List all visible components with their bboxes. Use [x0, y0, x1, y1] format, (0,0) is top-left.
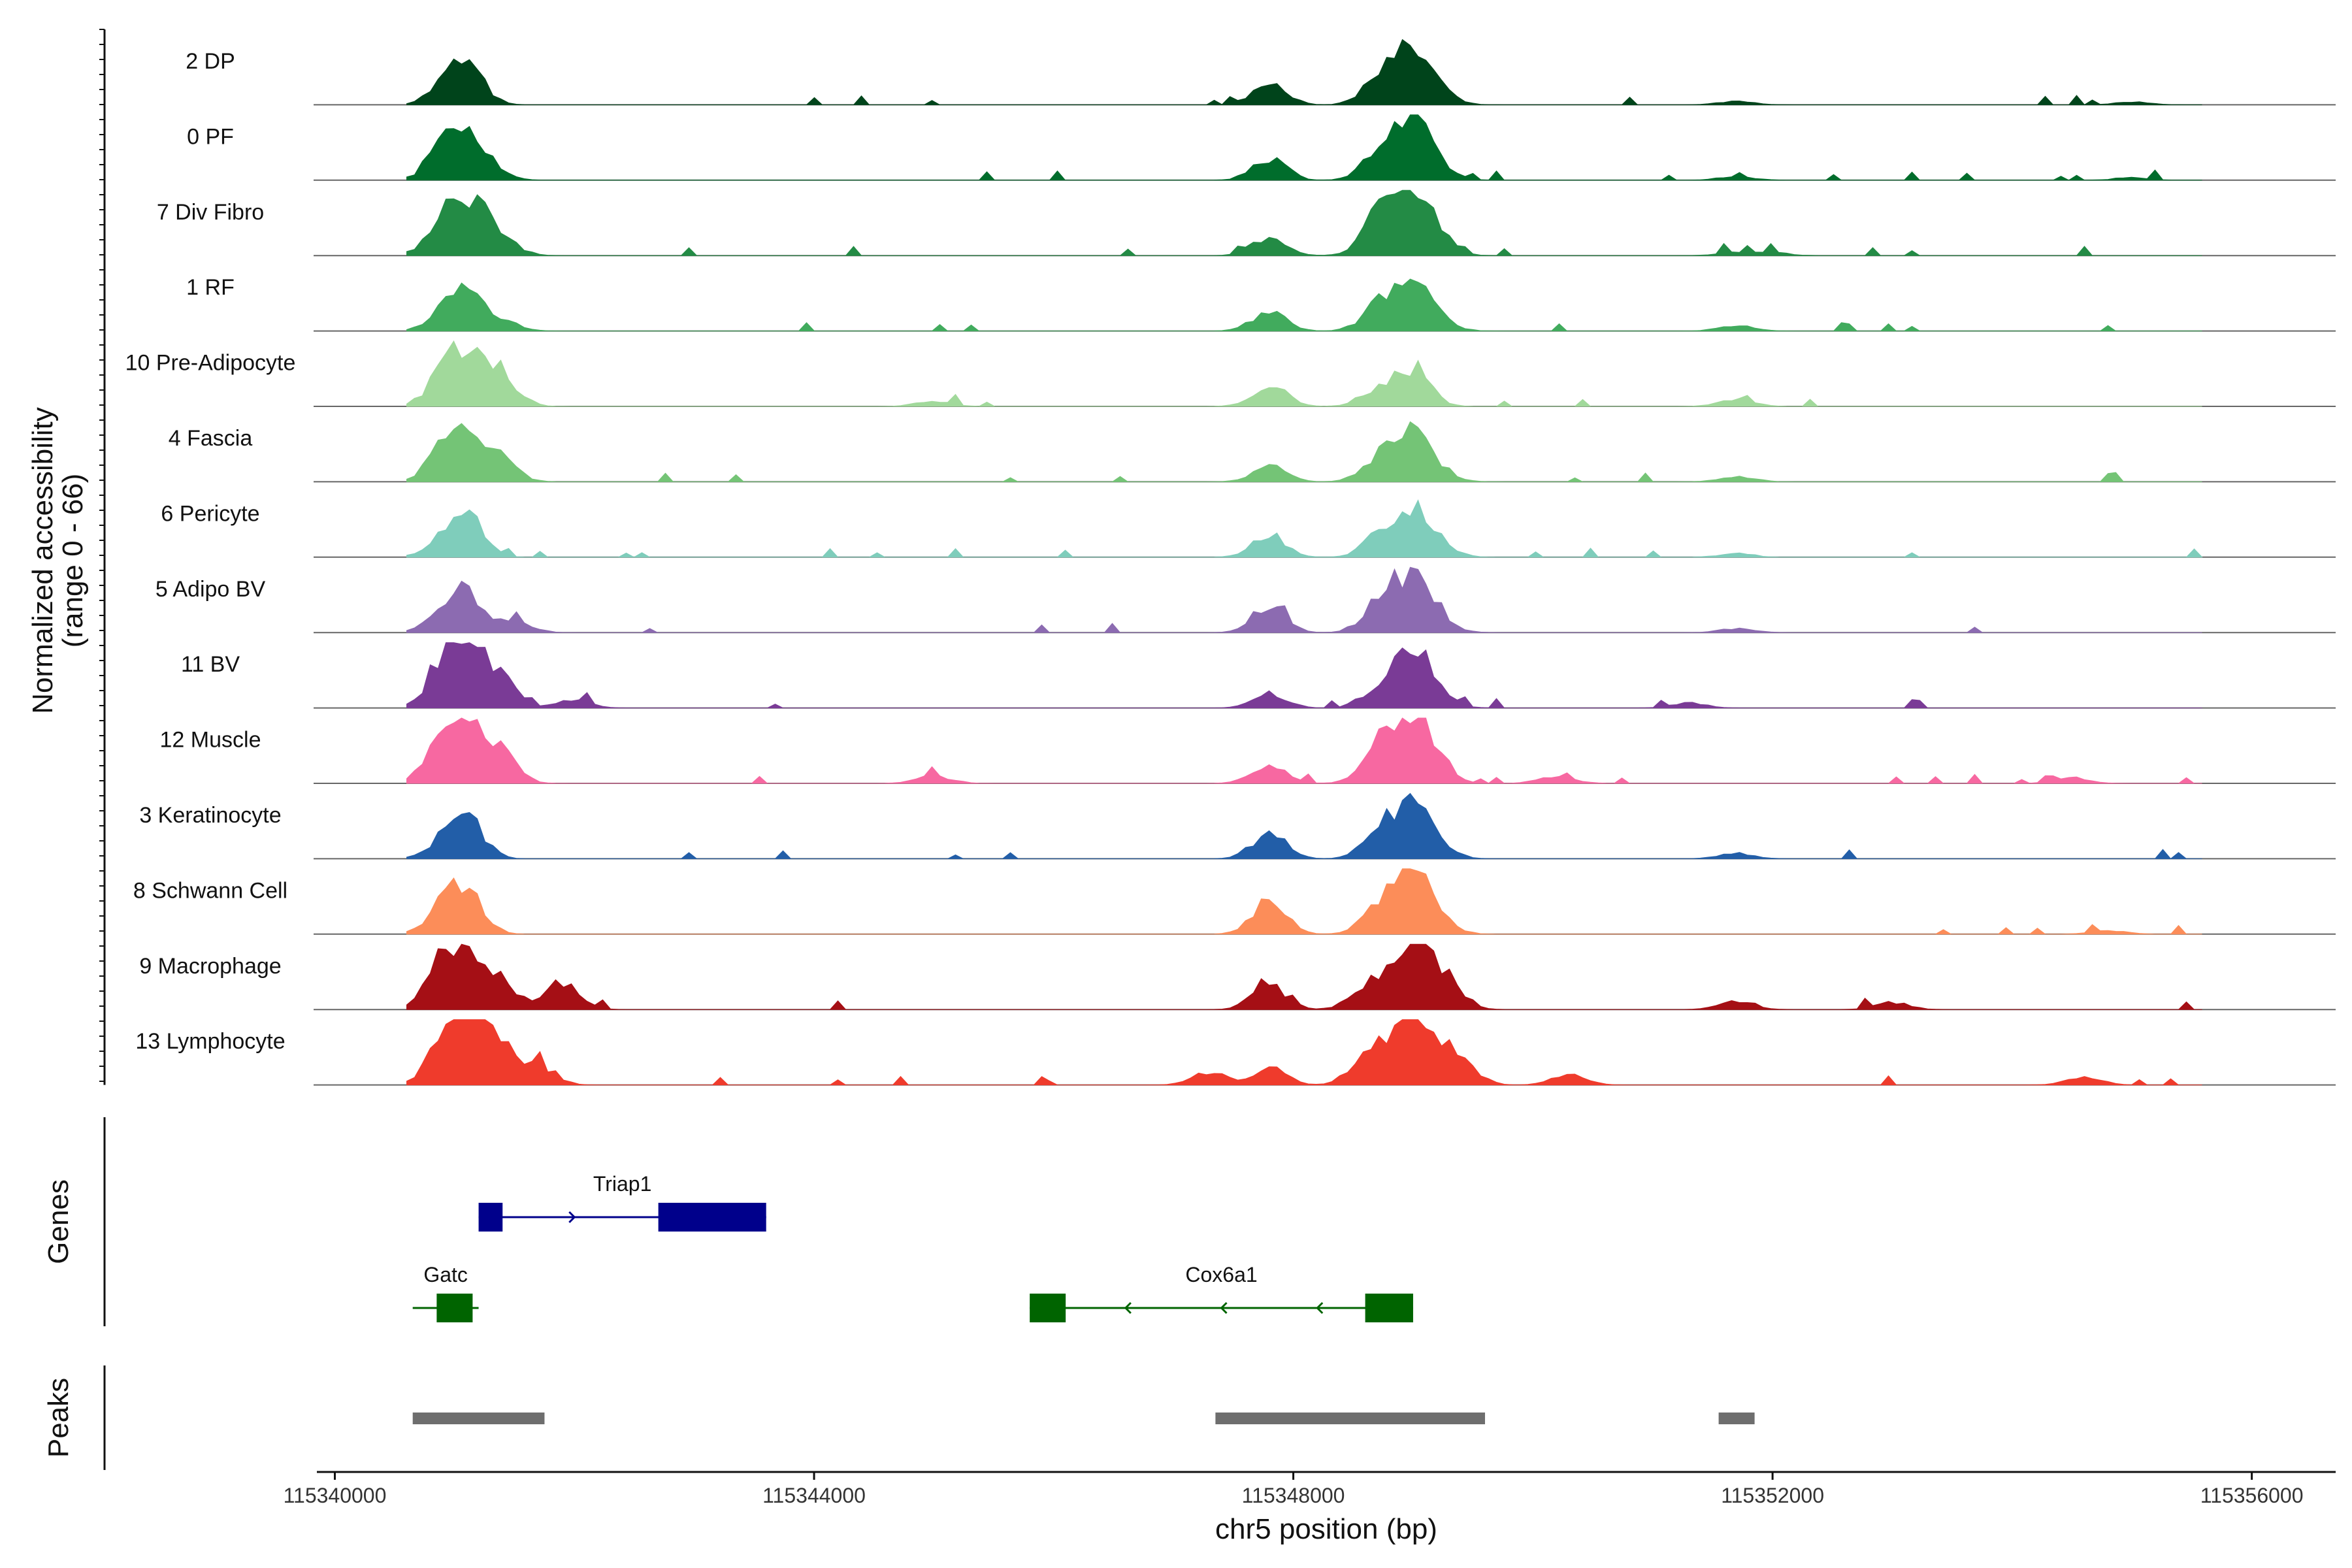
- genes-panel-label: Genes: [42, 1179, 74, 1264]
- strand-arrow: [1220, 1301, 1228, 1315]
- track-label: 4 Fascia: [169, 426, 253, 451]
- gene-label: Triap1: [593, 1172, 652, 1196]
- y-axis-title: Normalized accessibility: [27, 407, 59, 713]
- track-label: 12 Muscle: [160, 728, 261, 753]
- gene-exon: [1030, 1294, 1066, 1322]
- coverage-area-5-adipo-bv: [406, 566, 2202, 633]
- coverage-area-8-schwann-cell: [406, 868, 2202, 935]
- coverage-area-2-dp: [406, 39, 2202, 105]
- track-label: 7 Div Fibro: [157, 200, 264, 225]
- gene-label: Cox6a1: [1185, 1263, 1257, 1286]
- coverage-area-7-div-fibro: [406, 189, 2202, 256]
- coverage-area-11-bv: [406, 642, 2202, 709]
- strand-arrow: [1124, 1301, 1132, 1315]
- track-label: 6 Pericyte: [161, 501, 259, 526]
- coverage-area-6-pericyte: [406, 499, 2203, 558]
- track-label: 5 Adipo BV: [155, 577, 266, 602]
- track-label: 2 DP: [186, 49, 235, 74]
- gene-exon: [478, 1203, 503, 1232]
- track-label: 8 Schwann Cell: [133, 878, 287, 903]
- gene-label: Gatc: [423, 1263, 468, 1286]
- x-tick-label: 115340000: [284, 1484, 387, 1507]
- strand-arrow: [1316, 1301, 1324, 1315]
- x-tick-label: 115352000: [1721, 1484, 1824, 1507]
- track-label: 3 Keratinocyte: [139, 803, 281, 828]
- coverage-area-0-pf: [406, 114, 2202, 181]
- coverage-area-12-muscle: [406, 717, 2202, 784]
- coverage-area-9-macrophage: [406, 943, 2202, 1010]
- x-tick-label: 115356000: [2200, 1484, 2304, 1507]
- coverage-area-1-rf: [406, 278, 2202, 332]
- coverage-area-3-keratinocyte: [406, 792, 2202, 860]
- peak-region: [1718, 1413, 1755, 1424]
- peaks-panel-label: Peaks: [42, 1378, 74, 1458]
- track-label: 10 Pre-Adipocyte: [125, 351, 296, 376]
- strand-arrow: [568, 1211, 576, 1224]
- y-axis-subtitle: (range 0 - 66): [57, 474, 89, 648]
- track-label: 13 Lymphocyte: [135, 1029, 285, 1054]
- coverage-area-4-fascia: [406, 421, 2202, 482]
- track-label: 11 BV: [181, 652, 240, 677]
- x-tick-label: 115348000: [1242, 1484, 1345, 1507]
- x-axis-title: chr5 position (bp): [1215, 1513, 1437, 1545]
- coverage-area-10-pre-adipocyte: [406, 340, 2202, 407]
- track-label: 1 RF: [186, 275, 235, 300]
- track-label: 9 Macrophage: [139, 954, 281, 979]
- gene-exon: [658, 1203, 766, 1232]
- x-tick-label: 115344000: [762, 1484, 866, 1507]
- gene-exon: [1365, 1294, 1413, 1322]
- gene-exon: [436, 1294, 473, 1322]
- coverage-area-13-lymphocyte: [406, 1019, 2202, 1086]
- track-label: 0 PF: [187, 124, 234, 149]
- peak-region: [412, 1413, 545, 1424]
- peak-region: [1215, 1413, 1485, 1424]
